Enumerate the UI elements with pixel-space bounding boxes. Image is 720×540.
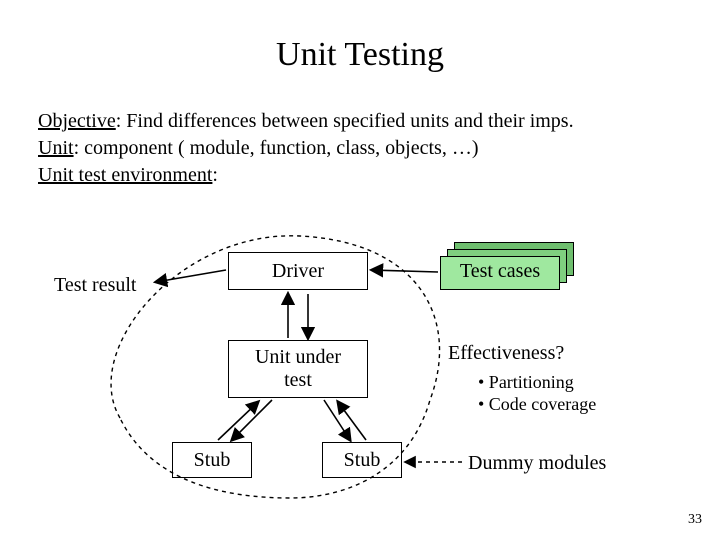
objective-line: Objective: Find differences between spec… [38, 108, 698, 135]
uut-line1: Unit under [255, 346, 341, 369]
test-result-label: Test result [54, 272, 136, 299]
unit-line: Unit: component ( module, function, clas… [38, 135, 698, 162]
dummy-modules-label: Dummy modules [468, 450, 606, 477]
arrow-stubL-to-uut [218, 402, 258, 440]
uut-line2: test [284, 369, 312, 392]
bullet-0: • Partitioning [478, 370, 574, 394]
arrow-uut-to-stubL [232, 400, 272, 440]
testcases-stack: Test cases [440, 242, 580, 292]
arrow-uut-to-stubR [324, 400, 350, 440]
page-number: 33 [688, 512, 702, 528]
unit-label: Unit [38, 137, 74, 159]
env-label: Unit test environment [38, 164, 212, 186]
unit-text: : component ( module, function, class, o… [74, 137, 479, 159]
arrow-driver-to-result [156, 270, 226, 282]
testcases-label: Test cases [440, 260, 560, 283]
objective-label: Objective [38, 110, 116, 132]
env-suffix: : [212, 164, 218, 186]
stub-label-left: Stub [194, 449, 231, 472]
effectiveness-label: Effectiveness? [448, 340, 564, 367]
stub-box-right: Stub [322, 442, 402, 478]
stub-box-left: Stub [172, 442, 252, 478]
intro-block: Objective: Find differences between spec… [38, 108, 698, 189]
driver-label: Driver [272, 260, 324, 283]
page-title: Unit Testing [0, 36, 720, 74]
driver-box: Driver [228, 252, 368, 290]
bullet-1: • Code coverage [478, 392, 596, 416]
env-line: Unit test environment: [38, 162, 698, 189]
arrow-testcases-to-driver [372, 270, 438, 272]
unit-under-test-box: Unit under test [228, 340, 368, 398]
objective-text: : Find differences between specified uni… [116, 110, 574, 132]
stub-label-right: Stub [344, 449, 381, 472]
arrow-stubR-to-uut [338, 402, 366, 440]
